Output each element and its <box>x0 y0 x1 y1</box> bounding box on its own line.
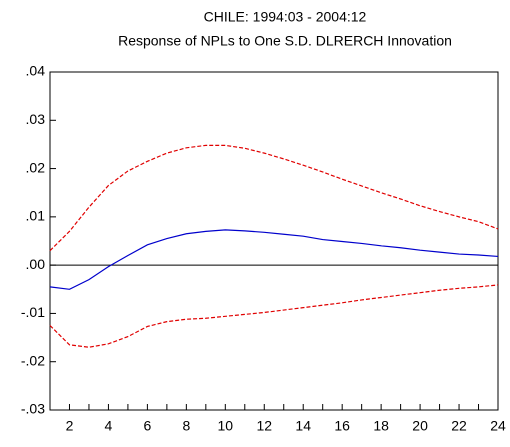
plot-frame <box>49 71 499 411</box>
series-line <box>49 229 499 290</box>
y-tick-label: .02 <box>26 159 46 175</box>
y-tick-label: -.01 <box>21 304 45 320</box>
series-line <box>49 284 499 348</box>
chart-subtitle: Response of NPLs to One S.D. DLRERCH Inn… <box>118 33 452 49</box>
x-tick-label: 14 <box>295 418 311 434</box>
x-tick-label: 20 <box>412 418 428 434</box>
x-tick-label: 12 <box>256 418 272 434</box>
y-tick-label: .01 <box>26 208 46 224</box>
series-line <box>49 144 499 252</box>
x-tick-label: 8 <box>182 418 190 434</box>
x-tick-label: 10 <box>218 418 234 434</box>
x-tick-label: 18 <box>373 418 389 434</box>
x-tick-label: 24 <box>490 418 506 434</box>
y-tick-label: .04 <box>26 63 46 79</box>
y-tick-label: -.02 <box>21 352 45 368</box>
y-tick-label: .03 <box>26 111 46 127</box>
y-tick-label: -.03 <box>21 401 45 417</box>
x-tick-label: 2 <box>66 418 74 434</box>
chart-title: CHILE: 1994:03 - 2004:12 <box>204 9 367 25</box>
x-tick-label: 4 <box>105 418 113 434</box>
y-tick-label: .00 <box>26 256 46 272</box>
x-tick-label: 22 <box>451 418 467 434</box>
x-tick-label: 6 <box>143 418 151 434</box>
x-tick-label: 16 <box>334 418 350 434</box>
